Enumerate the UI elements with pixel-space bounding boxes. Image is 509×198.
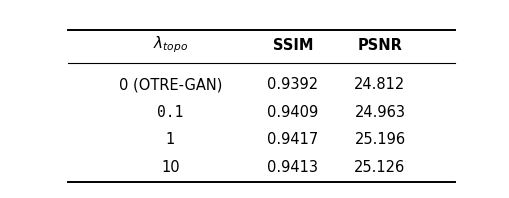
Text: 24.812: 24.812 bbox=[354, 77, 405, 92]
Text: $\lambda_{topo}$: $\lambda_{topo}$ bbox=[153, 35, 188, 55]
Text: 0 (OTRE-GAN): 0 (OTRE-GAN) bbox=[119, 77, 222, 92]
Text: 0.9409: 0.9409 bbox=[267, 105, 318, 120]
Text: 10: 10 bbox=[161, 160, 180, 175]
Text: 0.1: 0.1 bbox=[157, 105, 183, 120]
Text: 25.126: 25.126 bbox=[354, 160, 405, 175]
Text: 0.9392: 0.9392 bbox=[267, 77, 318, 92]
Text: 0.9417: 0.9417 bbox=[267, 132, 318, 147]
Text: 24.963: 24.963 bbox=[354, 105, 405, 120]
Text: 1: 1 bbox=[165, 132, 175, 147]
Text: 25.196: 25.196 bbox=[354, 132, 405, 147]
Text: PSNR: PSNR bbox=[357, 38, 402, 53]
Text: 0.9413: 0.9413 bbox=[267, 160, 318, 175]
Text: SSIM: SSIM bbox=[272, 38, 313, 53]
